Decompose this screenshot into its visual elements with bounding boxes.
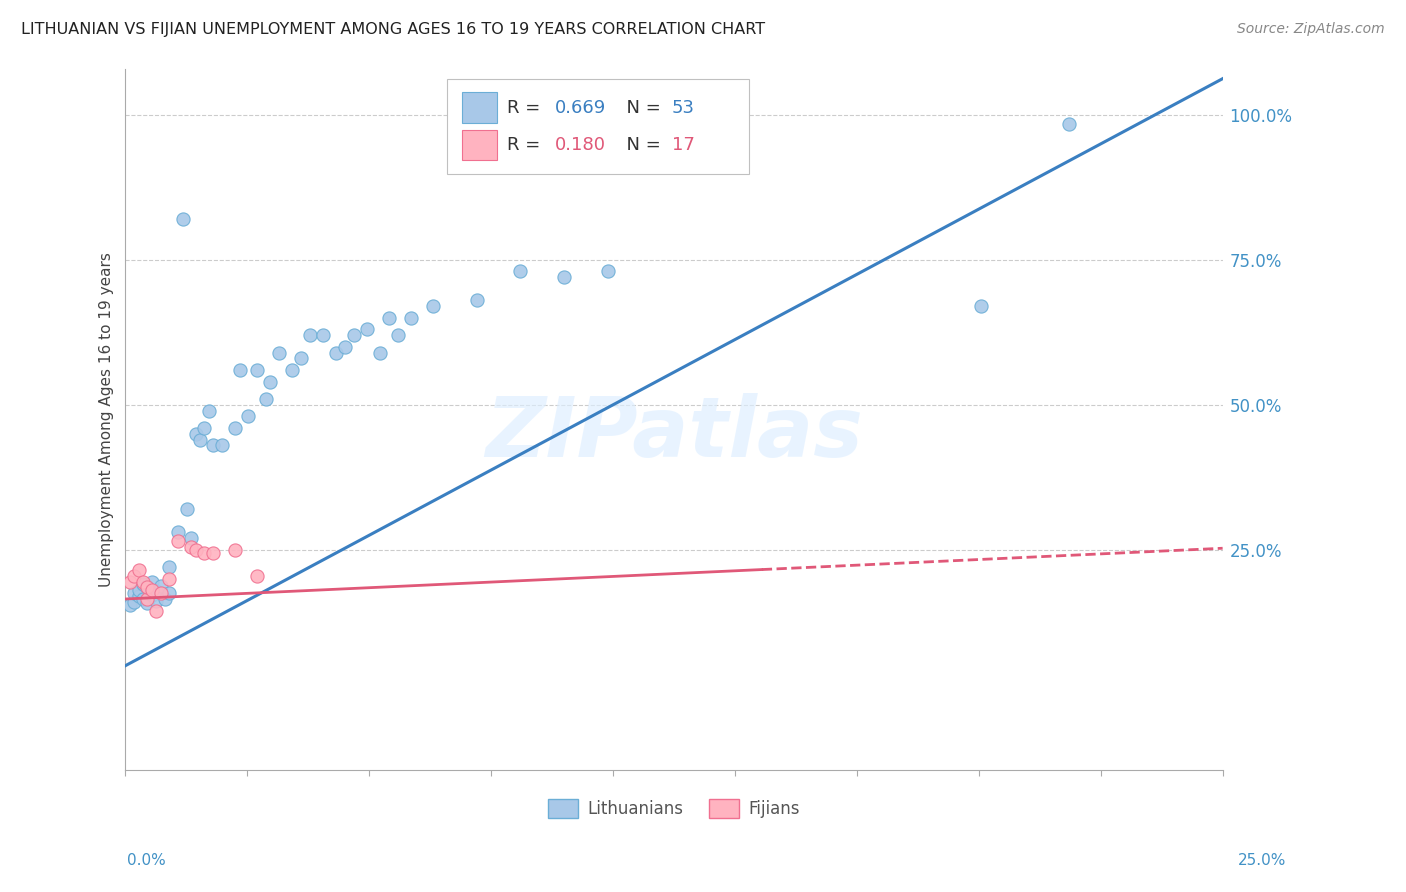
Text: R =: R = [508, 136, 547, 154]
Point [399, 310, 422, 325]
Point [224, 421, 246, 435]
Point [333, 340, 356, 354]
Point [149, 579, 172, 593]
Point [553, 270, 575, 285]
Point [132, 591, 155, 606]
Point [188, 433, 211, 447]
Text: ZIPatlas: ZIPatlas [485, 392, 863, 474]
Text: 0.0%: 0.0% [127, 854, 166, 868]
Text: N =: N = [614, 99, 666, 117]
Point [267, 345, 290, 359]
Point [136, 591, 159, 606]
Point [387, 328, 409, 343]
Text: LITHUANIAN VS FIJIAN UNEMPLOYMENT AMONG AGES 16 TO 19 YEARS CORRELATION CHART: LITHUANIAN VS FIJIAN UNEMPLOYMENT AMONG … [21, 22, 765, 37]
Point [145, 593, 167, 607]
Point [224, 542, 246, 557]
Point [184, 542, 207, 557]
Text: R =: R = [508, 99, 547, 117]
Point [184, 426, 207, 441]
Y-axis label: Unemployment Among Ages 16 to 19 years: Unemployment Among Ages 16 to 19 years [100, 252, 114, 587]
Point [153, 591, 176, 606]
Point [141, 588, 163, 602]
Point [118, 574, 141, 589]
Point [141, 583, 163, 598]
Point [157, 572, 180, 586]
Point [465, 293, 488, 308]
Point [193, 546, 215, 560]
Point [356, 322, 378, 336]
Point [281, 363, 304, 377]
Point [193, 421, 215, 435]
Point [176, 502, 198, 516]
Text: 0.180: 0.180 [554, 136, 606, 154]
Point [298, 328, 321, 343]
Point [290, 351, 312, 366]
Point [970, 299, 993, 313]
Point [132, 577, 155, 591]
Text: 53: 53 [672, 99, 695, 117]
Point [312, 328, 335, 343]
Point [180, 531, 202, 545]
Point [167, 525, 190, 540]
Text: Source: ZipAtlas.com: Source: ZipAtlas.com [1237, 22, 1385, 37]
Point [378, 310, 401, 325]
FancyBboxPatch shape [463, 93, 498, 123]
Point [228, 363, 250, 377]
Point [122, 586, 145, 600]
Point [325, 345, 347, 359]
Point [422, 299, 444, 313]
Point [172, 212, 194, 227]
Point [118, 598, 141, 612]
Point [145, 603, 167, 617]
Point [202, 438, 225, 452]
Point [157, 586, 180, 600]
Point [157, 560, 180, 574]
Text: 0.669: 0.669 [554, 99, 606, 117]
Point [141, 574, 163, 589]
FancyBboxPatch shape [447, 79, 748, 174]
Point [211, 438, 233, 452]
Point [136, 596, 159, 610]
Point [343, 328, 366, 343]
Point [598, 264, 620, 278]
Point [128, 583, 150, 598]
Point [180, 540, 202, 554]
Point [246, 363, 269, 377]
Text: 17: 17 [672, 136, 695, 154]
Point [167, 534, 190, 549]
FancyBboxPatch shape [463, 129, 498, 161]
Point [128, 563, 150, 577]
Point [509, 264, 531, 278]
Point [145, 584, 167, 599]
Point [238, 409, 260, 424]
Text: N =: N = [614, 136, 666, 154]
Point [198, 403, 221, 417]
Point [259, 375, 281, 389]
Point [122, 595, 145, 609]
Point [132, 574, 155, 589]
Point [368, 345, 391, 359]
Point [122, 569, 145, 583]
Point [254, 392, 277, 406]
Legend: Lithuanians, Fijians: Lithuanians, Fijians [541, 792, 807, 825]
Point [136, 580, 159, 594]
Point [149, 586, 172, 600]
Text: 25.0%: 25.0% [1239, 854, 1286, 868]
Point [128, 589, 150, 603]
Point [136, 580, 159, 594]
Point [202, 546, 225, 560]
Point [246, 569, 269, 583]
Point [1057, 117, 1080, 131]
